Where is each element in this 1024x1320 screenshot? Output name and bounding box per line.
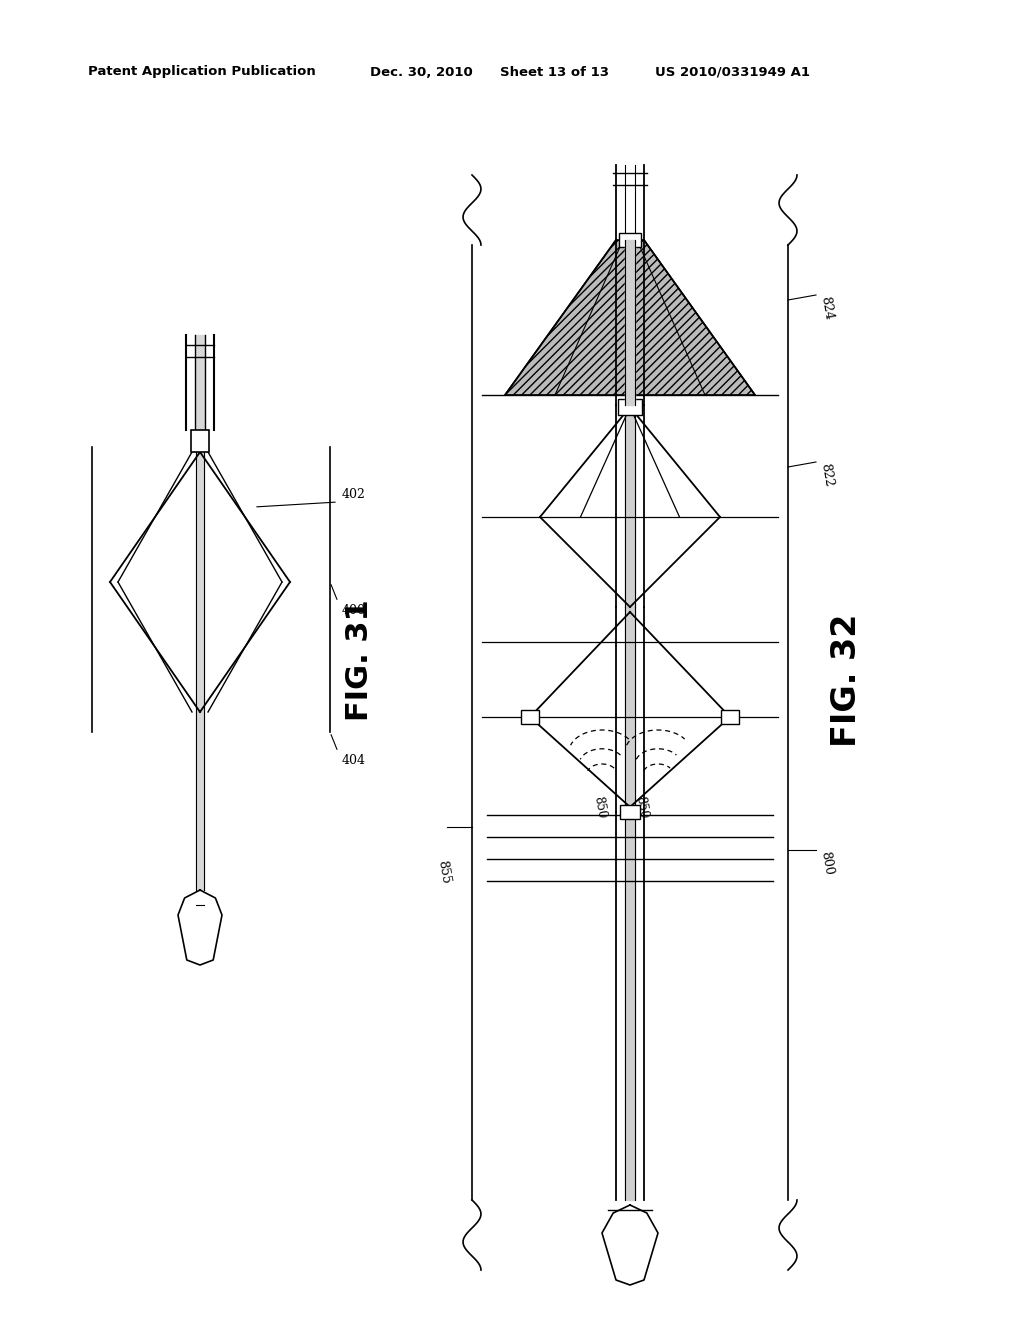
FancyBboxPatch shape <box>618 234 641 247</box>
Text: 850: 850 <box>592 795 608 820</box>
Text: 824: 824 <box>818 294 835 321</box>
FancyBboxPatch shape <box>521 710 539 723</box>
Text: 404: 404 <box>342 754 366 767</box>
Text: 400: 400 <box>342 603 366 616</box>
Text: FIG. 31: FIG. 31 <box>345 599 374 721</box>
Text: 850: 850 <box>634 795 650 820</box>
Text: Patent Application Publication: Patent Application Publication <box>88 66 315 78</box>
FancyBboxPatch shape <box>191 430 209 451</box>
Text: Dec. 30, 2010: Dec. 30, 2010 <box>370 66 473 78</box>
FancyBboxPatch shape <box>721 710 739 723</box>
Text: 855: 855 <box>435 859 453 884</box>
Text: 800: 800 <box>818 850 835 876</box>
FancyBboxPatch shape <box>618 399 642 414</box>
Text: 822: 822 <box>818 462 835 487</box>
Polygon shape <box>505 240 755 395</box>
Text: FIG. 32: FIG. 32 <box>830 614 863 747</box>
Text: Sheet 13 of 13: Sheet 13 of 13 <box>500 66 609 78</box>
Text: 402: 402 <box>342 487 366 500</box>
Text: US 2010/0331949 A1: US 2010/0331949 A1 <box>655 66 810 78</box>
FancyBboxPatch shape <box>620 805 640 818</box>
